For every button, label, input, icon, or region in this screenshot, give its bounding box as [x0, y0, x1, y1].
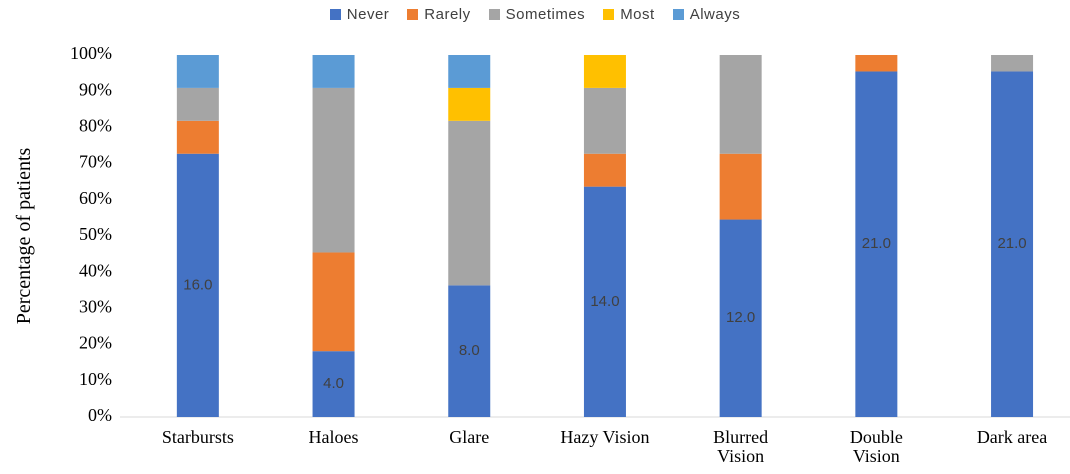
- bar-segment: [991, 71, 1034, 418]
- legend-label: Most: [620, 6, 655, 23]
- legend-label: Always: [689, 6, 741, 23]
- x-tick-label: Double Vision: [849, 427, 903, 466]
- x-tick-label: Starbursts: [161, 427, 234, 447]
- legend-item: Always: [672, 6, 741, 23]
- legend-label: Rarely: [424, 6, 471, 23]
- bar-segment: [176, 153, 219, 417]
- y-tick-label: 30%: [79, 297, 112, 317]
- bar-segment: [583, 153, 626, 187]
- bar-segment: [312, 87, 355, 253]
- legend-swatch: [672, 9, 684, 20]
- bar-segment: [991, 55, 1034, 72]
- data-label: 16.0: [183, 276, 212, 293]
- y-tick-label: 50%: [79, 224, 112, 244]
- bar-segment: [176, 87, 219, 121]
- x-tick-label: Blurred Vision: [713, 427, 769, 466]
- y-tick-label: 20%: [79, 333, 112, 353]
- bar-segment: [855, 55, 898, 72]
- bar-segment: [176, 120, 219, 154]
- bar-segment: [448, 55, 491, 88]
- y-tick-label: 40%: [79, 260, 112, 280]
- bar-segment: [448, 285, 491, 417]
- bar-segment: [312, 351, 355, 417]
- bar-segment: [448, 120, 491, 286]
- bar-segment: [719, 153, 762, 220]
- legend-swatch: [329, 9, 341, 20]
- legend-item: Sometimes: [488, 6, 586, 23]
- y-tick-label: 60%: [79, 188, 112, 208]
- bar-segment: [176, 55, 219, 88]
- x-tick-label: Dark area: [976, 427, 1048, 447]
- bar-segment: [583, 55, 626, 88]
- data-label: 21.0: [997, 235, 1026, 252]
- y-tick-label: 100%: [70, 43, 112, 63]
- legend-swatch: [407, 9, 419, 20]
- bar-segment: [312, 252, 355, 352]
- y-tick-label: 0%: [88, 405, 112, 425]
- data-label: 8.0: [459, 342, 480, 359]
- bar-segment: [719, 219, 762, 417]
- bar-segment: [583, 87, 626, 154]
- bar-segment: [312, 55, 355, 88]
- y-axis-label: Percentage of patients: [13, 147, 35, 324]
- data-label: 4.0: [323, 375, 344, 392]
- x-tick-label: Haloes: [308, 427, 359, 447]
- bar-segment: [855, 71, 898, 418]
- y-tick-label: 80%: [79, 116, 112, 136]
- bar-segment: [583, 186, 626, 417]
- y-tick-label: 10%: [79, 369, 112, 389]
- x-tick-label: Glare: [449, 427, 490, 447]
- data-label: 12.0: [726, 309, 755, 326]
- legend-item: Never: [329, 6, 390, 23]
- legend-label: Never: [346, 6, 390, 23]
- bar-segment: [719, 55, 762, 154]
- legend: Never Rarely Sometimes Most Always: [0, 6, 1070, 23]
- data-label: 21.0: [862, 235, 891, 252]
- legend-swatch: [488, 9, 500, 20]
- legend-label: Sometimes: [505, 6, 586, 23]
- legend-swatch: [603, 9, 615, 20]
- y-tick-label: 70%: [79, 152, 112, 172]
- y-tick-label: 90%: [79, 79, 112, 99]
- legend-item: Rarely: [407, 6, 470, 23]
- legend-item: Most: [603, 6, 655, 23]
- bar-segment: [448, 87, 491, 121]
- data-label: 14.0: [590, 293, 619, 310]
- x-tick-label: Hazy Vision: [560, 427, 650, 447]
